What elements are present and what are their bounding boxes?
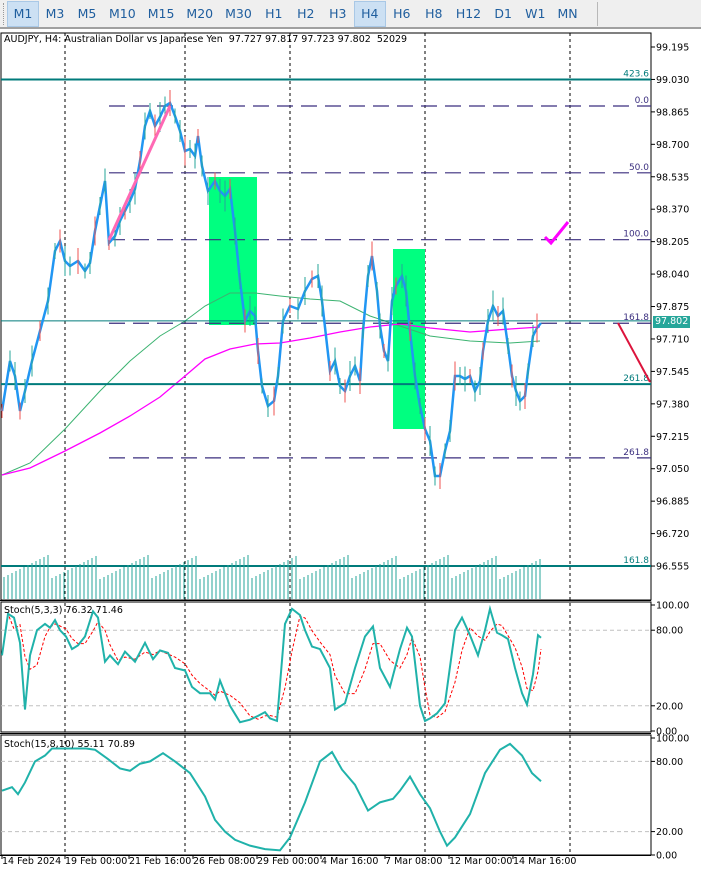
moving-average-slow	[1, 323, 541, 476]
stoch2-axis-label: 80.00	[656, 757, 683, 768]
stoch2-main-value: 55.11	[77, 739, 105, 750]
time-axis-label: 14 Feb 2024	[2, 856, 62, 867]
timeframe-w1-button[interactable]: W1	[525, 6, 546, 21]
stoch1-axis-label: 80.00	[656, 626, 683, 637]
timeframe-h4-button[interactable]: H4	[353, 0, 386, 27]
price-axis-label: 99.030	[656, 75, 689, 86]
price-axis-label: 97.215	[656, 432, 689, 443]
stoch1-axis-label: 20.00	[656, 701, 683, 712]
stoch2-signal-value: 70.89	[107, 739, 135, 750]
price-axis-label: 97.710	[656, 334, 689, 345]
symbol-description: Australian Dollar vs Japanese Yen	[64, 34, 223, 45]
stoch2-label: Stoch(15,8,10) 55.11 70.89	[4, 739, 135, 750]
timeframe-d1-button[interactable]: D1	[494, 6, 512, 21]
fib-level-label: 261.8	[623, 448, 649, 458]
chart-title: AUDJPY, H4: Australian Dollar vs Japanes…	[4, 34, 407, 45]
volume-value: 52029	[376, 34, 408, 45]
fib-level-label: 261.8	[623, 374, 649, 384]
stoch1-main-line	[1, 604, 542, 724]
price-axis-label: 96.720	[656, 529, 689, 540]
timeframe-mn-button[interactable]: MN	[557, 6, 578, 21]
timeframe-h3-button[interactable]: H3	[329, 6, 347, 21]
time-axis-label: 14 Mar 16:00	[513, 856, 577, 867]
fib-level-label: 161.8	[623, 556, 649, 566]
price-axis-label: 98.865	[656, 107, 689, 118]
timeframe-h2-button[interactable]: H2	[297, 6, 315, 21]
price-axis-label: 98.040	[656, 270, 689, 281]
stoch1-label: Stoch(5,3,3) 76.32 71.46	[4, 605, 123, 616]
price-axis-label: 97.875	[656, 302, 689, 313]
fib-level-label: 161.8	[623, 313, 649, 323]
timeframe-m10-button[interactable]: M10	[109, 6, 136, 21]
timeframe-buttons: M1 M3 M5 M10 M15 M20 M30 H1 H2 H3 H4 H6 H8 H12 D1 W1 MN	[7, 0, 584, 27]
projection-line	[617, 322, 651, 383]
fib-level-label: 0.0	[635, 96, 650, 106]
time-axis-label: 4 Mar 16:00	[321, 856, 379, 867]
stoch1-signal-line	[1, 611, 542, 720]
timeframe-m15-button[interactable]: M15	[147, 6, 175, 21]
timeframe-m20-button[interactable]: M20	[186, 6, 214, 21]
timeframe-m3-button[interactable]: M3	[45, 6, 65, 21]
price-axis-label: 98.535	[656, 172, 689, 183]
stoch1-panel-border	[0, 601, 652, 733]
stoch2-name: Stoch(15,8,10)	[4, 739, 75, 750]
timeframe-h1-button[interactable]: H1	[265, 6, 283, 21]
stoch1-main-value: 76.32	[65, 605, 93, 616]
main-panel-border	[0, 32, 652, 601]
timeframe-toolbar: M1 M3 M5 M10 M15 M20 M30 H1 H2 H3 H4 H6 H8 H12 D1 W1 MN	[0, 0, 701, 29]
time-axis-label: 29 Feb 00:00	[257, 856, 320, 867]
price-axis-label: 98.370	[656, 205, 689, 216]
fib-level-label: 50.0	[629, 163, 649, 173]
price-axis-label: 96.885	[656, 497, 689, 508]
fib-level-label: 100.0	[623, 230, 649, 240]
stoch1-signal-value: 71.46	[95, 605, 123, 616]
ohlc-values: 97.727 97.817 97.723 97.802	[228, 34, 371, 45]
timeframe-m1-button[interactable]: M1	[7, 0, 39, 27]
stoch1-axis-label: 100.00	[656, 601, 689, 612]
price-line	[0, 101, 542, 478]
toolbar-grip[interactable]	[3, 2, 5, 25]
price-axis-label: 98.205	[656, 237, 689, 248]
check-mark-icon	[543, 221, 570, 246]
price-axis-label: 97.380	[656, 399, 689, 410]
stoch1-name: Stoch(5,3,3)	[4, 605, 63, 616]
current-price-tag: 97.802	[653, 316, 691, 328]
symbol-title: AUDJPY, H4:	[4, 34, 62, 45]
stoch2-axis-label: 20.00	[656, 827, 683, 838]
stoch2-axis-label: 0.00	[656, 851, 677, 862]
timeframe-h12-button[interactable]: H12	[455, 6, 482, 21]
time-axis-label: 7 Mar 08:00	[385, 856, 443, 867]
timeframe-h6-button[interactable]: H6	[393, 6, 411, 21]
chart-canvas[interactable]: 99.195 99.030 98.865 98.700 98.535 98.370 98.2…	[0, 31, 701, 873]
time-axis-label: 19 Feb 00:00	[65, 856, 128, 867]
price-axis-label: 98.700	[656, 140, 689, 151]
toolbar-separator	[597, 2, 598, 26]
timeframe-m5-button[interactable]: M5	[77, 6, 97, 21]
timeframe-m30-button[interactable]: M30	[225, 6, 252, 21]
time-axis-label: 26 Feb 08:00	[193, 856, 256, 867]
fib-level-label: 423.6	[623, 69, 649, 79]
timeframe-h8-button[interactable]: H8	[425, 6, 443, 21]
price-axis-label: 97.545	[656, 367, 689, 378]
trend-line	[107, 105, 172, 241]
price-axis-label: 97.050	[656, 464, 689, 475]
time-axis-label: 12 Mar 00:00	[449, 856, 513, 867]
stoch1-axis-label: 0.00	[656, 727, 677, 738]
moving-average-fast	[1, 292, 541, 476]
highlight-zone	[209, 177, 257, 325]
price-axis-label: 96.555	[656, 562, 689, 573]
price-axis-label: 99.195	[656, 43, 689, 54]
stoch2-main-line	[1, 742, 542, 852]
time-axis-label: 21 Feb 16:00	[129, 856, 192, 867]
stoch2-axis-label: 100.00	[656, 734, 689, 745]
chart-window[interactable]: 99.195 99.030 98.865 98.700 98.535 98.370 98.2…	[0, 31, 701, 873]
